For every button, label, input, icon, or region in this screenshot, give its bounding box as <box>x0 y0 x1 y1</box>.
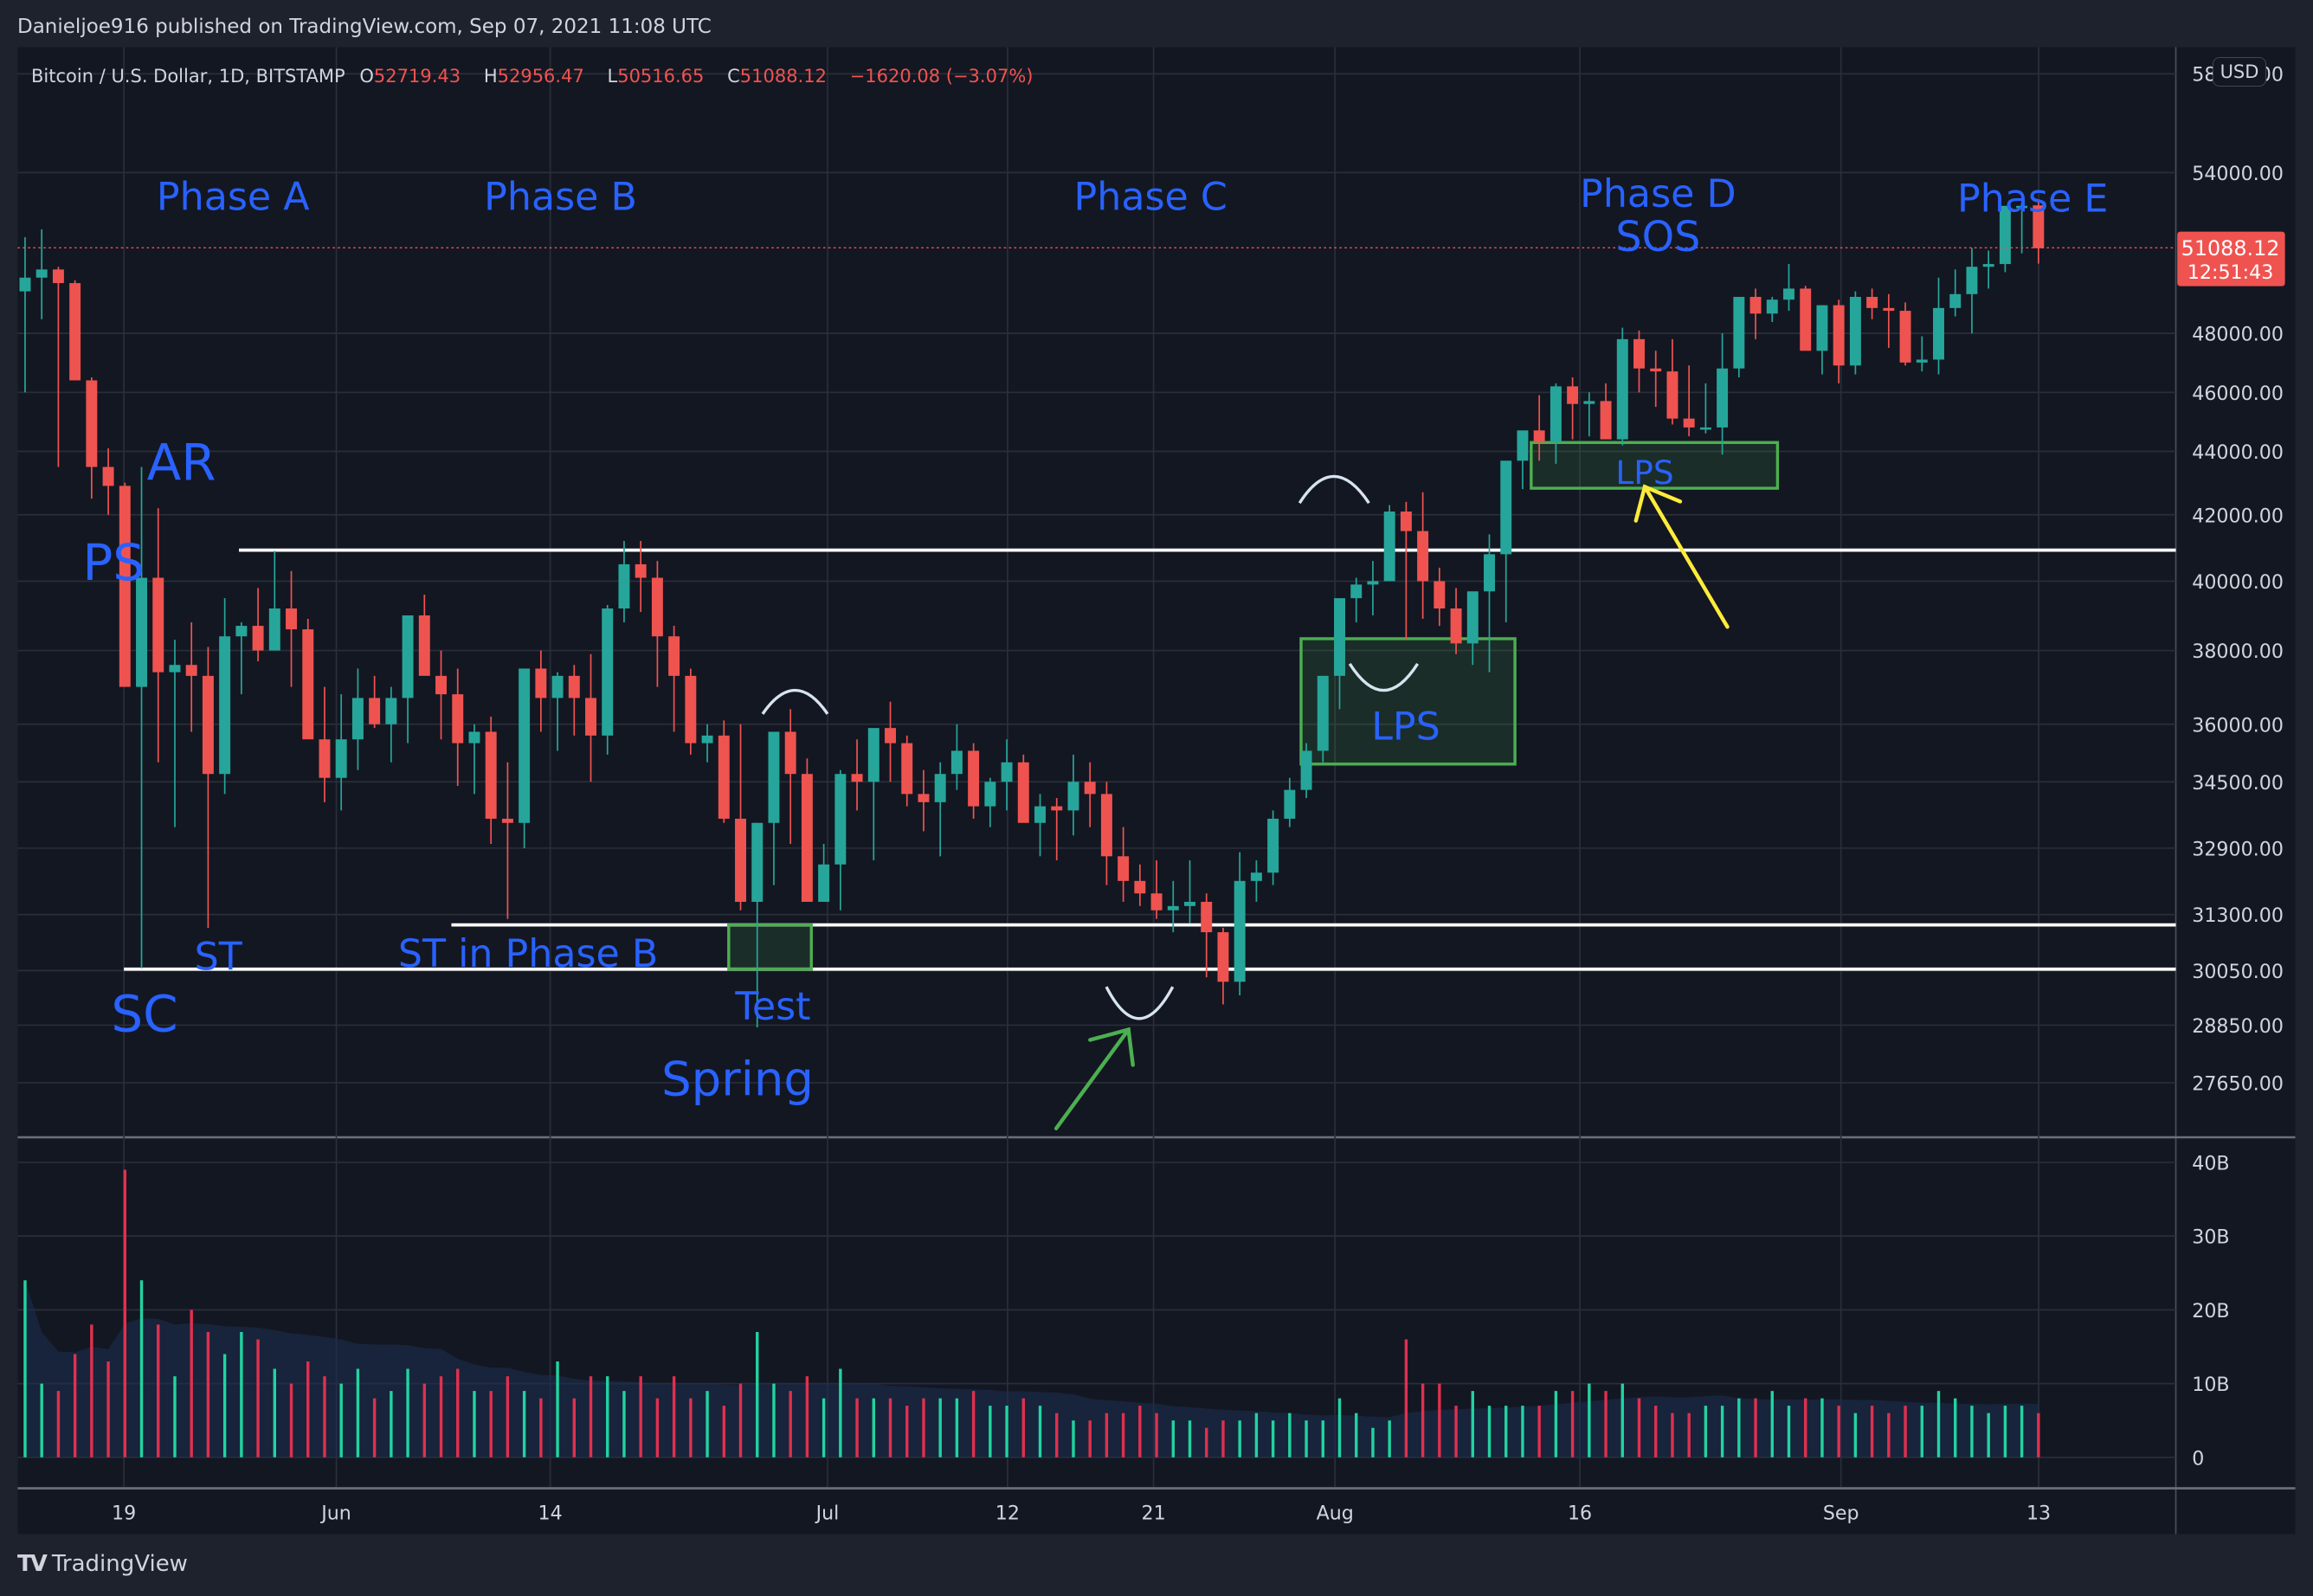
svg-text:30050.00: 30050.00 <box>2192 961 2284 983</box>
svg-text:10B: 10B <box>2192 1374 2229 1396</box>
arc-ut-top <box>1298 474 1370 505</box>
svg-text:LPS: LPS <box>1615 454 1673 492</box>
svg-text:Phase D: Phase D <box>1580 172 1736 216</box>
tradingview-logo-icon: TV <box>17 1551 48 1577</box>
candlesticks <box>19 199 2045 1028</box>
published-header: Danieljoe916 published on TradingView.co… <box>17 16 712 38</box>
svg-text:16: 16 <box>1568 1502 1592 1524</box>
svg-text:Jun: Jun <box>319 1502 351 1524</box>
svg-text:40000.00: 40000.00 <box>2192 571 2284 594</box>
close-value: 51088.12 <box>739 66 827 87</box>
svg-text:Test: Test <box>734 985 810 1029</box>
currency-button[interactable]: USD <box>2213 57 2266 87</box>
svg-text:21: 21 <box>1141 1502 1165 1524</box>
yellow-arrow-icon <box>1633 484 1730 629</box>
svg-text:20B: 20B <box>2192 1300 2229 1322</box>
svg-text:Phase A: Phase A <box>157 176 310 220</box>
svg-text:19: 19 <box>112 1502 136 1524</box>
svg-text:Phase E: Phase E <box>1957 177 2108 221</box>
svg-text:31300.00: 31300.00 <box>2192 904 2284 927</box>
svg-text:40B: 40B <box>2192 1152 2229 1174</box>
svg-text:27650.00: 27650.00 <box>2192 1072 2284 1095</box>
svg-text:Spring: Spring <box>661 1051 814 1106</box>
arc-lps-bottom <box>1348 662 1420 692</box>
svg-text:Sep: Sep <box>1823 1502 1859 1524</box>
svg-text:54000.00: 54000.00 <box>2192 163 2284 185</box>
svg-text:12:51:43: 12:51:43 <box>2187 261 2273 284</box>
price-axis-labels: 58000.0054000.0048000.0046000.0044000.00… <box>2192 64 2284 1096</box>
svg-text:51088.12: 51088.12 <box>2181 236 2280 261</box>
symbol-legend: Bitcoin / U.S. Dollar, 1D, BITSTAMP O527… <box>31 66 1034 87</box>
green-arrow-icon <box>1053 1026 1135 1130</box>
svg-text:42000.00: 42000.00 <box>2192 505 2284 527</box>
tradingview-logo[interactable]: TV TradingView <box>17 1551 188 1577</box>
change-value: −1620.08 (−3.07%) <box>849 66 1034 87</box>
svg-text:46000.00: 46000.00 <box>2192 383 2284 405</box>
svg-text:ST in Phase B: ST in Phase B <box>398 932 658 976</box>
volume-axis-labels: 40B 30B 20B 10B 0 <box>2192 1152 2229 1470</box>
svg-text:Jul: Jul <box>815 1502 840 1524</box>
svg-text:12: 12 <box>995 1502 1020 1524</box>
svg-text:SOS: SOS <box>1615 214 1700 261</box>
arc-spring-bottom <box>1105 986 1175 1020</box>
svg-text:SC: SC <box>111 985 177 1044</box>
svg-text:ST: ST <box>195 935 243 979</box>
svg-text:Phase C: Phase C <box>1074 176 1227 220</box>
svg-text:Aug: Aug <box>1317 1502 1354 1524</box>
svg-text:30B: 30B <box>2192 1226 2229 1249</box>
price-pane[interactable] <box>17 47 2176 1136</box>
open-value: 52719.43 <box>373 66 461 87</box>
svg-text:0: 0 <box>2192 1447 2204 1470</box>
time-axis[interactable] <box>17 1490 2296 1535</box>
svg-text:44000.00: 44000.00 <box>2192 441 2284 464</box>
low-value: 50516.65 <box>617 66 705 87</box>
time-axis-labels: 19 Jun 14 Jul 12 21 Aug 16 Sep 13 <box>112 1502 2051 1524</box>
tradingview-brand: TradingView <box>51 1551 188 1577</box>
arc-test-top <box>761 689 829 715</box>
svg-text:38000.00: 38000.00 <box>2192 640 2284 663</box>
svg-text:14: 14 <box>538 1502 563 1524</box>
svg-text:28850.00: 28850.00 <box>2192 1015 2284 1038</box>
svg-text:13: 13 <box>2026 1502 2051 1524</box>
svg-text:32900.00: 32900.00 <box>2192 838 2284 860</box>
svg-text:LPS: LPS <box>1371 705 1440 749</box>
last-price-tag: 51088.12 12:51:43 <box>2177 231 2285 286</box>
svg-text:Phase B: Phase B <box>484 176 637 220</box>
svg-text:48000.00: 48000.00 <box>2192 324 2284 346</box>
symbol-name[interactable]: Bitcoin / U.S. Dollar, 1D, BITSTAMP <box>31 66 345 87</box>
svg-text:PS: PS <box>82 533 145 592</box>
high-value: 52956.47 <box>497 66 584 87</box>
svg-text:AR: AR <box>147 433 216 492</box>
svg-text:34500.00: 34500.00 <box>2192 772 2284 795</box>
volume-bars <box>23 1169 2040 1458</box>
price-axis[interactable] <box>2175 47 2296 1487</box>
svg-text:36000.00: 36000.00 <box>2192 714 2284 737</box>
grid-lines <box>17 47 2176 1487</box>
